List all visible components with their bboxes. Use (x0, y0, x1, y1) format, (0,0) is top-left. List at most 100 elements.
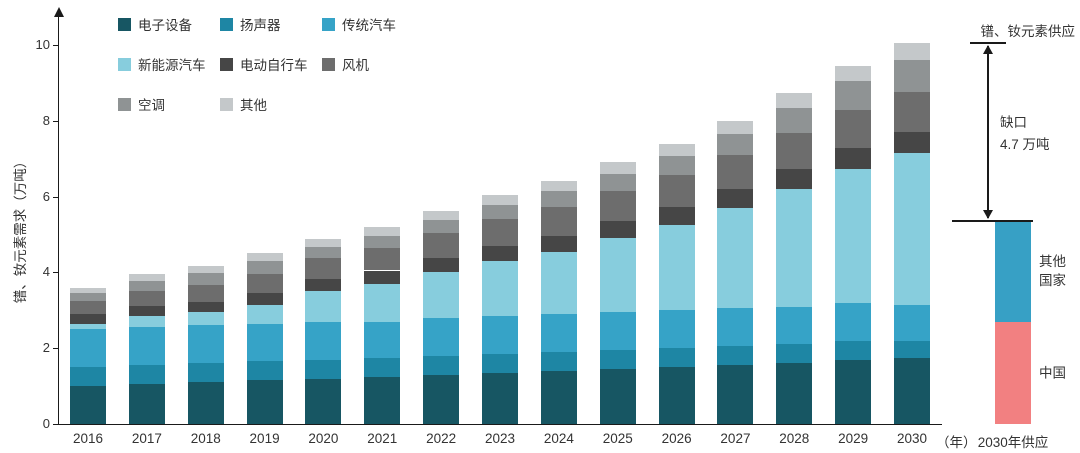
legend-label: 风机 (342, 58, 369, 73)
legend-row: 空调 其他 (118, 94, 424, 114)
bar-segment (894, 340, 931, 358)
bar-segment (776, 344, 813, 364)
bar-segment (482, 194, 519, 205)
bar-segment (835, 110, 872, 149)
legend-swatch-icon (118, 97, 131, 111)
bar-segment (894, 153, 931, 305)
bar-segment (423, 272, 460, 318)
x-axis-label: 2021 (367, 431, 398, 446)
legend: 电子设备 扬声器 传统汽车新能源汽车 电动自行车 风机空调 其他 (118, 14, 424, 134)
legend-item[interactable]: 电子设备 (118, 14, 220, 34)
bar-segment (128, 281, 165, 291)
legend-item[interactable]: 风机 (322, 54, 424, 74)
bar-segment (187, 363, 224, 383)
x-axis-label: 2017 (131, 431, 162, 446)
bar-segment (599, 312, 636, 351)
gap-arrow-line (987, 46, 989, 219)
bar-segment (599, 369, 636, 424)
bar-segment (658, 225, 695, 311)
bar-segment (835, 359, 872, 424)
bar-segment (305, 279, 342, 292)
x-axis-label: 2023 (484, 431, 516, 446)
y-axis-tick (53, 348, 58, 350)
legend-row: 电子设备 扬声器 传统汽车 (118, 14, 424, 34)
bar-segment (128, 365, 165, 385)
bar-segment (187, 265, 224, 274)
bar-segment (658, 143, 695, 157)
legend-label: 新能源汽车 (138, 58, 206, 73)
supply-segment-label-others: 其他国家 (1039, 254, 1066, 289)
bar-segment (70, 367, 106, 387)
bar-segment (70, 323, 106, 330)
supply-level-line (952, 220, 1033, 223)
x-axis-label: 2020 (308, 431, 339, 446)
bar-segment (835, 168, 872, 304)
bar-segment (540, 235, 577, 252)
bar-segment (599, 238, 636, 313)
bar-segment (187, 325, 224, 364)
legend-swatch-icon (118, 17, 131, 31)
bar-segment (187, 312, 224, 326)
bar-segment (305, 247, 342, 259)
bar-segment (894, 304, 931, 341)
bar-segment (423, 210, 460, 221)
bar-segment (894, 357, 931, 424)
bar-segment (482, 204, 519, 220)
bar-segment (187, 284, 224, 302)
legend-label: 传统汽车 (342, 18, 396, 33)
y-axis-tick-label: 0 (42, 416, 50, 431)
bar-segment (423, 220, 460, 234)
bar-segment (482, 245, 519, 262)
legend-swatch-icon (118, 57, 131, 71)
bar-segment (423, 257, 460, 273)
legend-item[interactable]: 空调 (118, 94, 220, 114)
bar-segment (364, 357, 401, 377)
x-axis-label: 2026 (661, 431, 692, 446)
x-axis-label: 2018 (190, 431, 221, 446)
gap-label-line2: 4.7 万吨 (1000, 137, 1050, 153)
legend-item[interactable]: 其他 (220, 94, 322, 114)
supply-segment-label-china: 中国 (1039, 365, 1066, 381)
bar-segment (482, 261, 519, 316)
bar-segment (894, 60, 931, 93)
legend-item[interactable]: 传统汽车 (322, 14, 424, 34)
legend-swatch-icon (220, 97, 233, 111)
legend-label: 其他 (240, 98, 267, 113)
bar-segment (835, 303, 872, 342)
bar-segment (246, 380, 283, 424)
bar-segment (423, 233, 460, 258)
bar-segment (305, 378, 342, 424)
x-axis-label: 2027 (720, 431, 751, 446)
bar-segment (717, 308, 754, 347)
y-axis-tick-label: 2 (42, 340, 50, 356)
legend-item[interactable]: 新能源汽车 (118, 54, 220, 74)
bar-segment (70, 287, 106, 294)
bar-segment (658, 156, 695, 175)
bar-segment (717, 134, 754, 155)
legend-item[interactable]: 电动自行车 (220, 54, 322, 74)
bar-segment (540, 207, 577, 236)
x-axis-label: 2025 (602, 431, 633, 446)
bar-segment (364, 321, 401, 358)
gap-label: 缺口 4.7 万吨 (1000, 112, 1076, 156)
bar-segment (128, 290, 165, 306)
bar-segment (540, 370, 577, 424)
y-axis (58, 16, 59, 424)
bar-segment (717, 120, 754, 135)
gap-top-cap-line (970, 42, 1006, 45)
bar-segment (187, 301, 224, 313)
bar-segment (717, 154, 754, 190)
bar-segment (128, 327, 165, 366)
bar-segment (658, 348, 695, 368)
bar-segment (717, 189, 754, 208)
bar-segment (717, 346, 754, 366)
bar-segment (128, 274, 165, 282)
bar-segment (835, 341, 872, 360)
y-axis-tick (53, 120, 58, 122)
bar-segment (364, 376, 401, 424)
supply-annotation-title: 镨、钕元素供应 (980, 24, 1076, 39)
legend-swatch-icon (220, 57, 233, 71)
bar-segment (599, 190, 636, 222)
legend-item[interactable]: 扬声器 (220, 14, 322, 34)
